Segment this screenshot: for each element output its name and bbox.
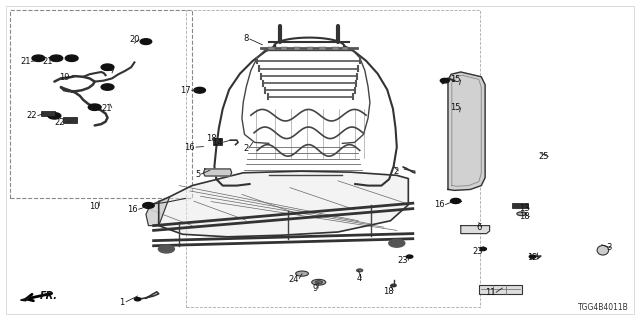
Ellipse shape [296,271,308,276]
Text: 16: 16 [434,200,445,209]
Bar [479,285,522,294]
Text: FR.: FR. [40,291,58,301]
Ellipse shape [517,212,526,216]
Text: 19: 19 [59,73,69,82]
Ellipse shape [158,245,174,253]
Ellipse shape [312,279,326,285]
Circle shape [480,247,486,251]
Bar [294,47,300,50]
Text: 21: 21 [104,64,114,73]
Circle shape [88,104,101,110]
Text: 23: 23 [472,247,483,256]
Text: 18: 18 [205,134,216,143]
Text: 18: 18 [519,212,530,221]
Polygon shape [146,197,170,226]
Text: 16: 16 [184,143,195,152]
Text: TGG4B4011B: TGG4B4011B [578,303,628,312]
Circle shape [134,298,141,301]
Text: 22: 22 [55,118,65,127]
Bar [342,47,348,50]
Text: 15: 15 [451,75,461,84]
Polygon shape [204,169,232,176]
Text: 2: 2 [243,144,248,153]
Circle shape [101,84,114,90]
Circle shape [140,39,152,44]
Text: 3: 3 [606,244,611,252]
Text: 11: 11 [485,288,495,297]
Bar [41,111,55,116]
Text: 6: 6 [477,223,482,232]
Ellipse shape [391,284,396,287]
Text: 8: 8 [243,34,248,43]
Text: 18: 18 [383,287,394,296]
Circle shape [440,78,449,83]
Circle shape [101,64,114,70]
Text: 2: 2 [394,167,399,176]
Text: 14: 14 [212,138,223,147]
Polygon shape [159,171,408,237]
Circle shape [50,55,63,61]
Circle shape [48,113,61,119]
Text: 9: 9 [313,284,318,293]
Text: 10: 10 [89,202,99,211]
Circle shape [406,255,413,258]
Circle shape [529,255,536,258]
Ellipse shape [389,239,405,247]
Bar [186,10,480,307]
Bar [512,203,528,208]
Ellipse shape [356,269,363,272]
Text: 15: 15 [451,103,461,112]
Text: 5: 5 [195,170,200,179]
Bar [10,10,192,198]
Bar [319,47,326,50]
Text: 21: 21 [42,57,52,66]
Text: 16: 16 [127,205,138,214]
Bar [332,47,339,50]
Circle shape [143,203,154,208]
Text: 21: 21 [20,57,31,66]
Text: 22: 22 [27,111,37,120]
Bar [307,47,313,50]
Text: 21: 21 [102,104,112,113]
Text: 20: 20 [129,35,140,44]
Text: 4: 4 [356,274,362,283]
Ellipse shape [315,281,323,284]
Text: 1: 1 [120,298,125,307]
Circle shape [451,198,461,204]
Polygon shape [461,226,490,234]
Bar [268,47,275,50]
Text: 12: 12 [527,253,538,262]
Circle shape [65,55,78,61]
Text: 25: 25 [539,152,549,161]
Bar [63,117,77,123]
Text: 23: 23 [397,256,408,265]
Circle shape [194,87,205,93]
Text: 17: 17 [180,86,191,95]
Polygon shape [20,297,31,301]
Text: 24: 24 [289,275,299,284]
Bar [213,138,222,145]
Polygon shape [448,72,485,190]
Text: 13: 13 [519,204,530,213]
Ellipse shape [597,245,609,255]
Bar [281,47,287,50]
Circle shape [32,55,45,61]
